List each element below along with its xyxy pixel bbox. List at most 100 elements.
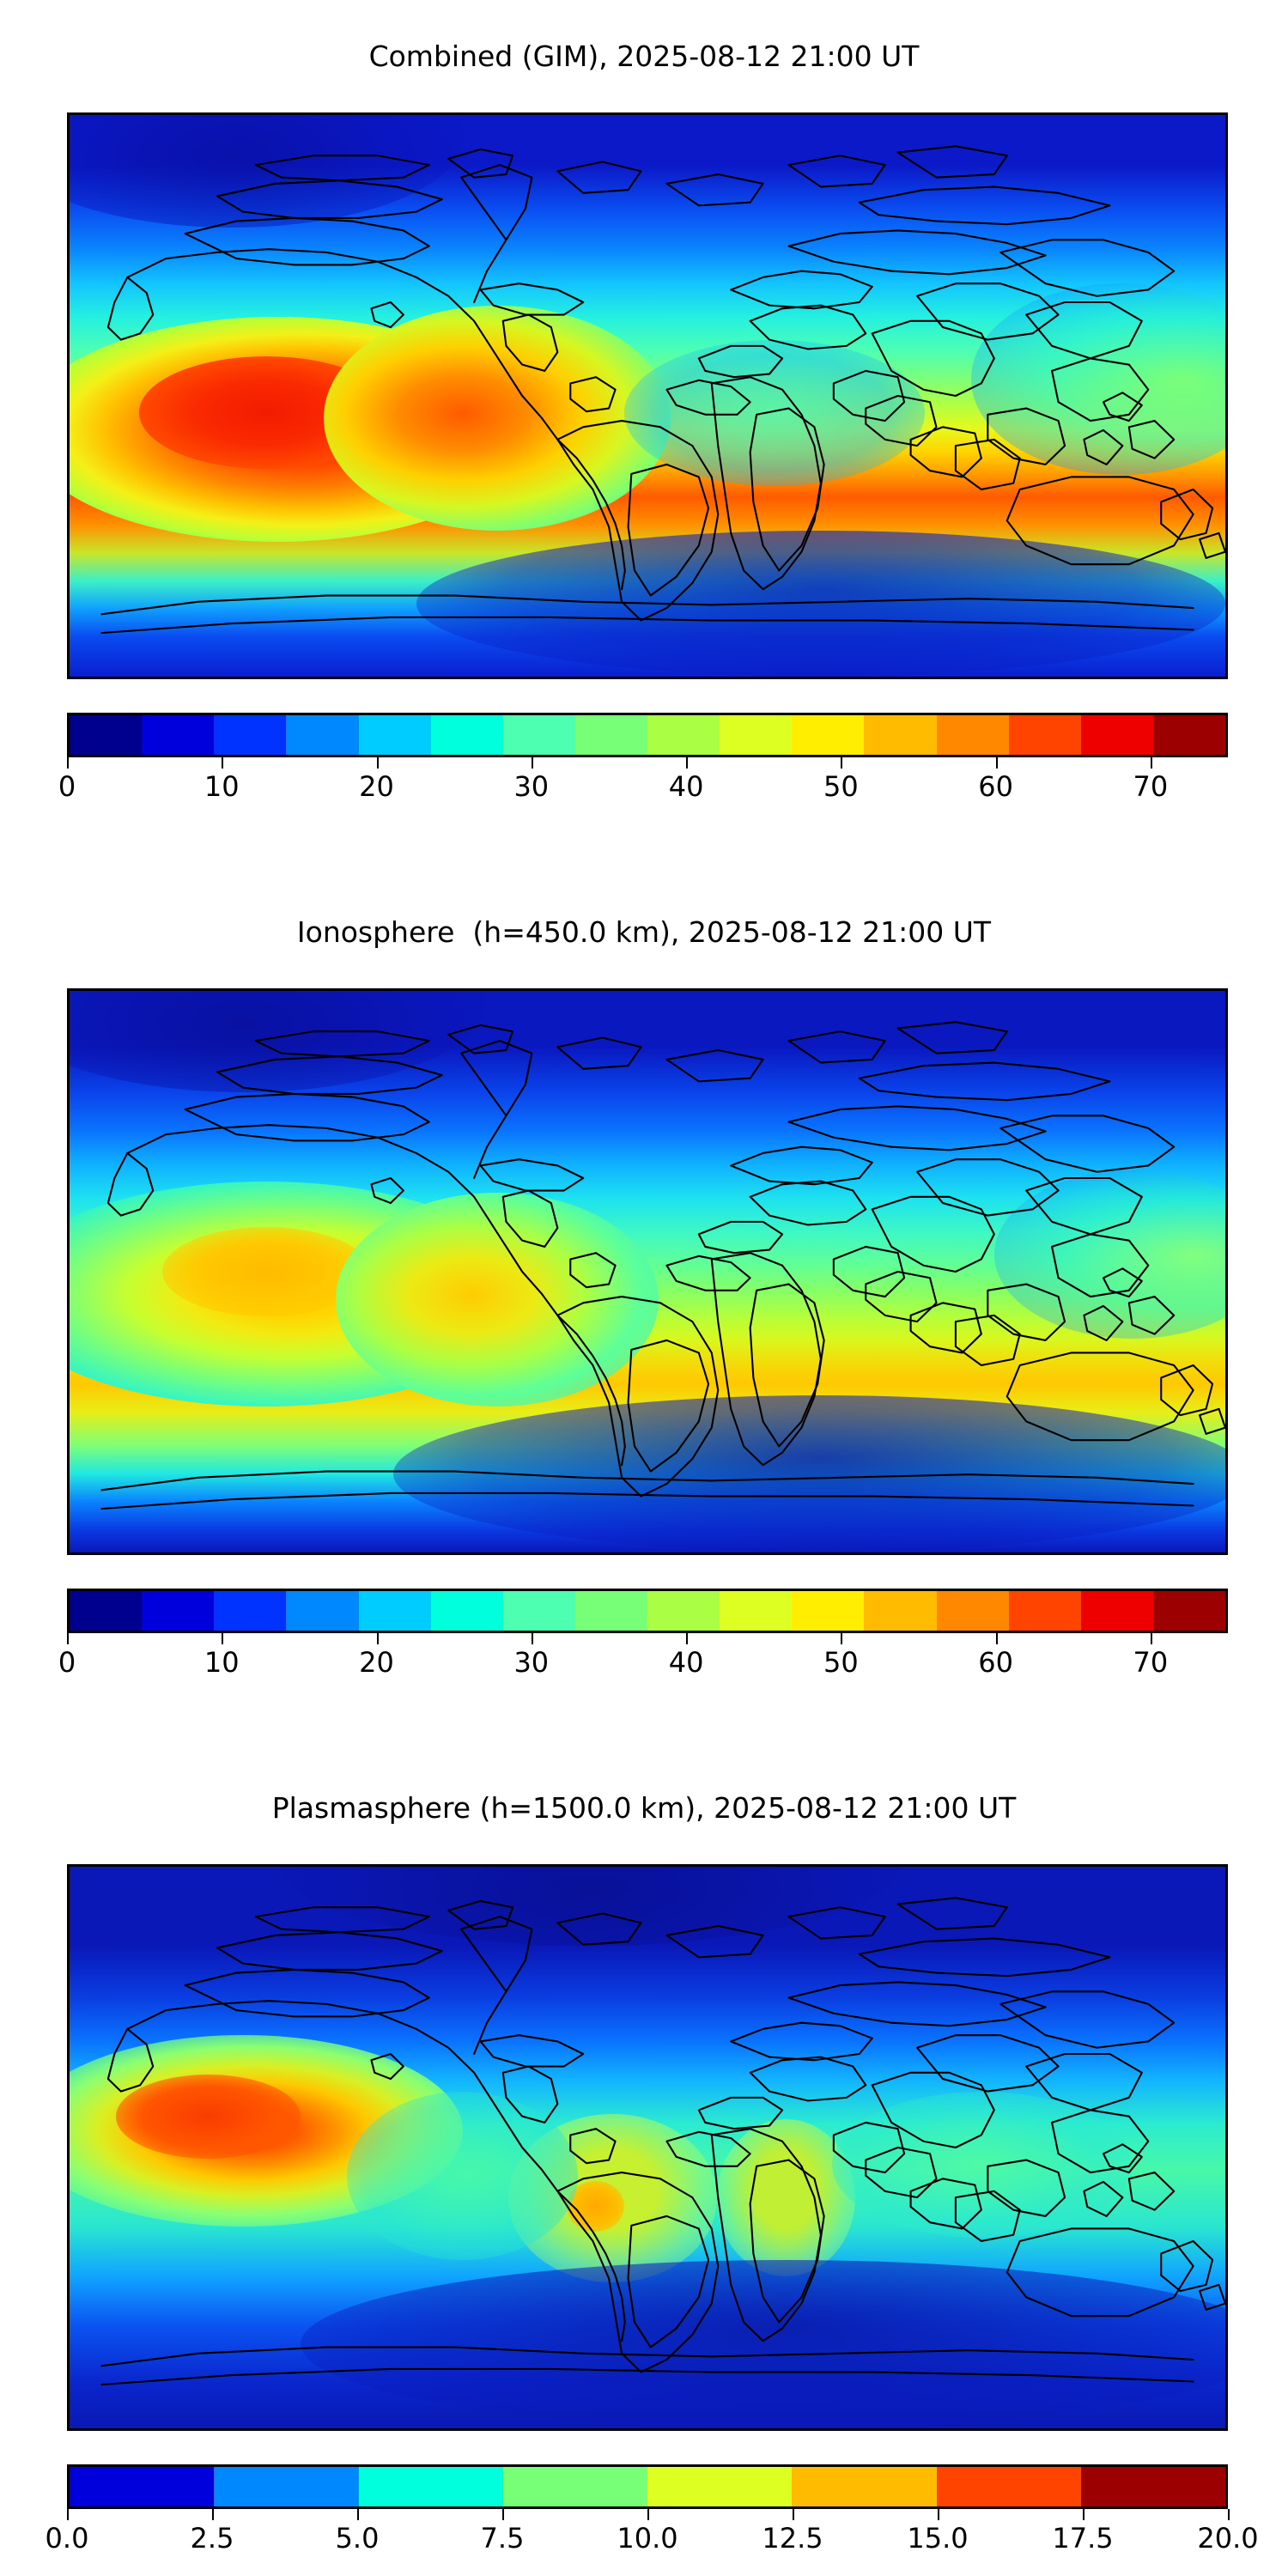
plasma-polar-south — [301, 2259, 1225, 2428]
colorbar-tick — [938, 2509, 939, 2520]
map-combined-gim[interactable] — [67, 112, 1228, 679]
colorbar-tick — [647, 2509, 649, 2520]
colorbar-tick — [376, 757, 379, 769]
colorbar-segment — [647, 715, 720, 755]
colorbar-segment — [70, 1591, 143, 1631]
panel-title-plasmasphere: Plasmasphere (h=1500.0 km), 2025-08-12 2… — [271, 1791, 1017, 1825]
colorbar-tick — [995, 757, 998, 769]
colorbar-tick-label: 10 — [204, 770, 240, 803]
colorbar-segment — [936, 715, 1009, 755]
colorbar-segment — [1080, 1591, 1153, 1631]
colorbar-tick — [222, 757, 224, 769]
colorbar-tick-label: 60 — [978, 770, 1013, 803]
colorbar-tick — [686, 757, 689, 769]
colorbar-tick-label: 10 — [204, 1646, 240, 1679]
colorbar-ticks-plasmasphere — [67, 2509, 1230, 2521]
colorbar-segment — [864, 715, 937, 755]
colorbar-segment — [1008, 715, 1081, 755]
tec-polar-south — [392, 1394, 1225, 1552]
colorbar-tick — [1150, 757, 1152, 769]
colorbar-segment — [792, 715, 865, 755]
colorbar-tick-label: 20 — [359, 1646, 394, 1679]
colorbar-tick-label: 12.5 — [762, 2522, 823, 2555]
colorbar-tick — [67, 2509, 69, 2520]
panel-title-combined-gim: Combined (GIM), 2025-08-12 21:00 UT — [368, 39, 920, 73]
colorbar-segment — [502, 2467, 647, 2506]
map-ionosphere[interactable] — [67, 988, 1228, 1555]
coastline-overlay-combined — [70, 115, 1225, 677]
colorbar-segment — [574, 715, 647, 755]
colorbar-tick — [376, 1633, 379, 1644]
colorbar-segment — [1152, 1591, 1225, 1631]
colorbar-tick — [841, 1633, 843, 1644]
colorbar-labels-ionosphere: 0 10 20 30 40 50 60 70 — [0, 1645, 1288, 1681]
colorbar-segment — [1152, 715, 1225, 755]
colorbar-tick-label: 30 — [513, 1646, 550, 1679]
colorbar-tick — [841, 757, 843, 769]
colorbar-tick — [1083, 2509, 1084, 2520]
colorbar-segment — [286, 715, 359, 755]
colorbar-tick-label: 0.0 — [45, 2522, 89, 2555]
colorbar-segment — [1008, 1591, 1081, 1631]
coastline-overlay-ionosphere — [70, 991, 1225, 1552]
colorbar-tick — [531, 1633, 533, 1644]
colorbar-tick-label: 70 — [1133, 770, 1169, 803]
colorbar-ionosphere[interactable] — [67, 1589, 1228, 1633]
colorbar-ticks-ionosphere — [67, 1633, 1228, 1645]
colorbar-tick-label: 50 — [823, 1646, 859, 1679]
colorbar-segment — [720, 715, 793, 755]
colorbar-tick-label: 20 — [359, 770, 394, 803]
colorbar-segment — [936, 2467, 1081, 2506]
map-field-plasmasphere — [70, 1867, 1225, 2428]
colorbar-segment — [574, 1591, 647, 1631]
colorbar-segment — [936, 1591, 1009, 1631]
colorbar-segment — [214, 1591, 287, 1631]
colorbar-segment — [358, 1591, 431, 1631]
colorbar-segment — [792, 1591, 865, 1631]
colorbar-plasmasphere[interactable] — [67, 2464, 1228, 2509]
colorbar-tick — [1228, 2509, 1230, 2520]
colorbar-tick — [686, 1633, 689, 1644]
map-plasmasphere[interactable] — [67, 1864, 1228, 2431]
colorbar-segment — [792, 2467, 937, 2506]
colorbar-segment — [647, 1591, 720, 1631]
colorbar-tick-label: 40 — [668, 1646, 704, 1679]
colorbar-labels-plasmasphere: 0.0 2.5 5.0 7.5 10.0 12.5 15.0 17.5 20.0 — [0, 2521, 1288, 2557]
colorbar-segment — [647, 2467, 793, 2506]
tec-anomaly-core — [161, 1226, 370, 1317]
colorbar-segment — [286, 1591, 359, 1631]
panel-combined-gim: Combined (GIM), 2025-08-12 21:00 UT — [0, 0, 1288, 876]
colorbar-segment — [502, 1591, 575, 1631]
colorbar-segment — [430, 715, 503, 755]
panel-plasmasphere: Plasmasphere (h=1500.0 km), 2025-08-12 2… — [0, 1752, 1288, 2576]
colorbar-tick — [793, 2509, 794, 2520]
colorbar-tick-label: 2.5 — [190, 2522, 234, 2555]
tec-anomaly-westpacific — [970, 283, 1225, 475]
colorbar-tick-label: 7.5 — [480, 2522, 525, 2555]
colorbar-tick-label: 70 — [1133, 1646, 1169, 1679]
colorbar-segment — [1080, 715, 1153, 755]
map-field-combined-gim — [70, 115, 1225, 677]
colorbar-combined-gim[interactable] — [67, 713, 1228, 757]
colorbar-segment — [358, 715, 431, 755]
colorbar-tick — [222, 1633, 224, 1644]
colorbar-segment — [142, 1591, 215, 1631]
coastline-overlay-plasmasphere — [70, 1867, 1225, 2428]
colorbar-segment — [214, 715, 287, 755]
map-field-ionosphere — [70, 991, 1225, 1552]
colorbar-tick — [531, 757, 533, 769]
colorbar-labels-combined-gim: 0 10 20 30 40 50 60 70 — [0, 769, 1288, 805]
colorbar-segment — [214, 2467, 359, 2506]
colorbar-tick — [502, 2509, 504, 2520]
colorbar-tick-label: 50 — [823, 770, 859, 803]
colorbar-segment — [430, 1591, 503, 1631]
colorbar-tick-label: 60 — [978, 1646, 1013, 1679]
colorbar-tick-label: 30 — [513, 770, 550, 803]
plasma-anomaly-atlantic — [347, 2091, 579, 2260]
colorbar-tick — [212, 2509, 214, 2520]
colorbar-tick-label: 5.0 — [335, 2522, 380, 2555]
colorbar-tick-label: 17.5 — [1052, 2522, 1114, 2555]
panel-title-ionosphere: Ionosphere (h=450.0 km), 2025-08-12 21:0… — [296, 915, 992, 949]
colorbar-segment — [70, 2467, 215, 2506]
